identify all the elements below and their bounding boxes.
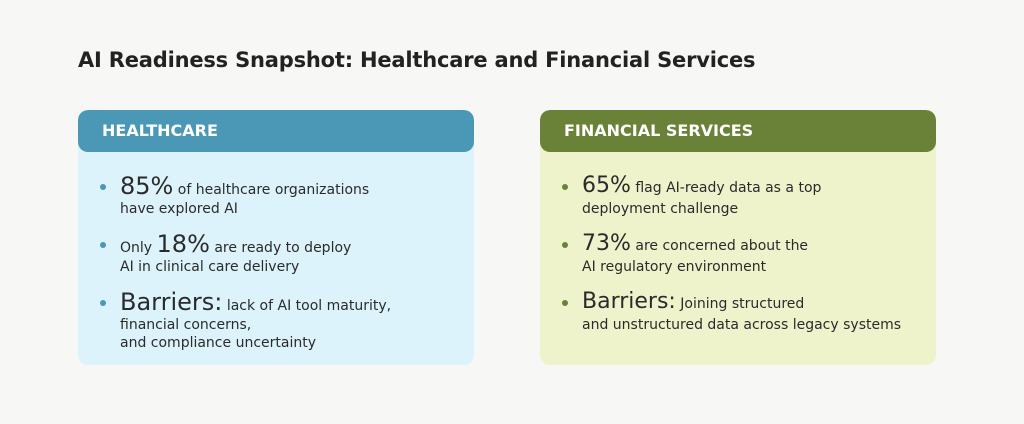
- highlight: 73%: [582, 231, 631, 256]
- item-line: Barriers: lack of AI tool maturity,: [120, 288, 474, 316]
- panel-heading: FINANCIAL SERVICES: [540, 110, 936, 152]
- bullet-item: 65% flag AI-ready data as a top deploymen…: [560, 172, 936, 218]
- bullet-item: Barriers: Joining structured and unstruct…: [560, 288, 936, 334]
- item-line: Barriers: Joining structured: [582, 288, 936, 316]
- item-text: flag AI-ready data as a top: [635, 180, 822, 196]
- bullet: [562, 184, 568, 190]
- highlight: 18%: [156, 230, 210, 258]
- item-line: AI regulatory environment: [582, 259, 767, 275]
- item-line: and unstructured data across legacy syst…: [582, 317, 902, 333]
- item-line: 73% are concerned about the: [582, 230, 936, 258]
- item-line: 85% of healthcare organizations: [120, 172, 474, 200]
- bullet-item: Only 18% are ready to deploy AI in clinic…: [98, 230, 474, 276]
- item-text: lack of AI tool maturity,: [226, 298, 392, 314]
- item-prefix: Only: [120, 240, 153, 256]
- bullet-item: 73% are concerned about the AI regulatory…: [560, 230, 936, 276]
- item-line: have explored AI: [120, 201, 238, 217]
- bullet-item: Barriers: lack of AI tool maturity, finan…: [98, 288, 474, 352]
- title: AI Readiness Snapshot: Healthcare and Fi…: [78, 48, 756, 72]
- highlight: 85%: [120, 172, 174, 200]
- item-text: are concerned about the: [635, 238, 809, 254]
- bullet-item: 85% of healthcare organizations have expl…: [98, 172, 474, 218]
- item-text: are ready to deploy: [214, 240, 352, 256]
- bullet: [562, 242, 568, 248]
- bullet: [100, 242, 106, 248]
- highlight: Barriers:: [582, 289, 676, 314]
- item-text: Joining structured: [680, 296, 805, 312]
- item-text: of healthcare organizations: [177, 182, 370, 198]
- item-list: 85% of healthcare organizations have expl…: [78, 152, 474, 352]
- item-line: 65% flag AI-ready data as a top: [582, 172, 936, 200]
- bullet: [562, 300, 568, 306]
- panel-heading: HEALTHCARE: [78, 110, 474, 152]
- highlight: Barriers:: [120, 288, 223, 316]
- item-line: financial concerns,: [120, 317, 252, 333]
- item-line: AI in clinical care delivery: [120, 259, 300, 275]
- highlight: 65%: [582, 173, 631, 198]
- bullet: [100, 184, 106, 190]
- panel: HEALTHCARE 85% of healthcare organization…: [78, 110, 474, 365]
- item-line: and compliance uncertainty: [120, 335, 316, 351]
- item-line: deployment challenge: [582, 201, 739, 217]
- panel: FINANCIAL SERVICES 65% flag AI-ready data…: [540, 110, 936, 365]
- item-list: 65% flag AI-ready data as a top deploymen…: [540, 152, 936, 334]
- bullet: [100, 300, 106, 306]
- item-line: Only 18% are ready to deploy: [120, 230, 474, 258]
